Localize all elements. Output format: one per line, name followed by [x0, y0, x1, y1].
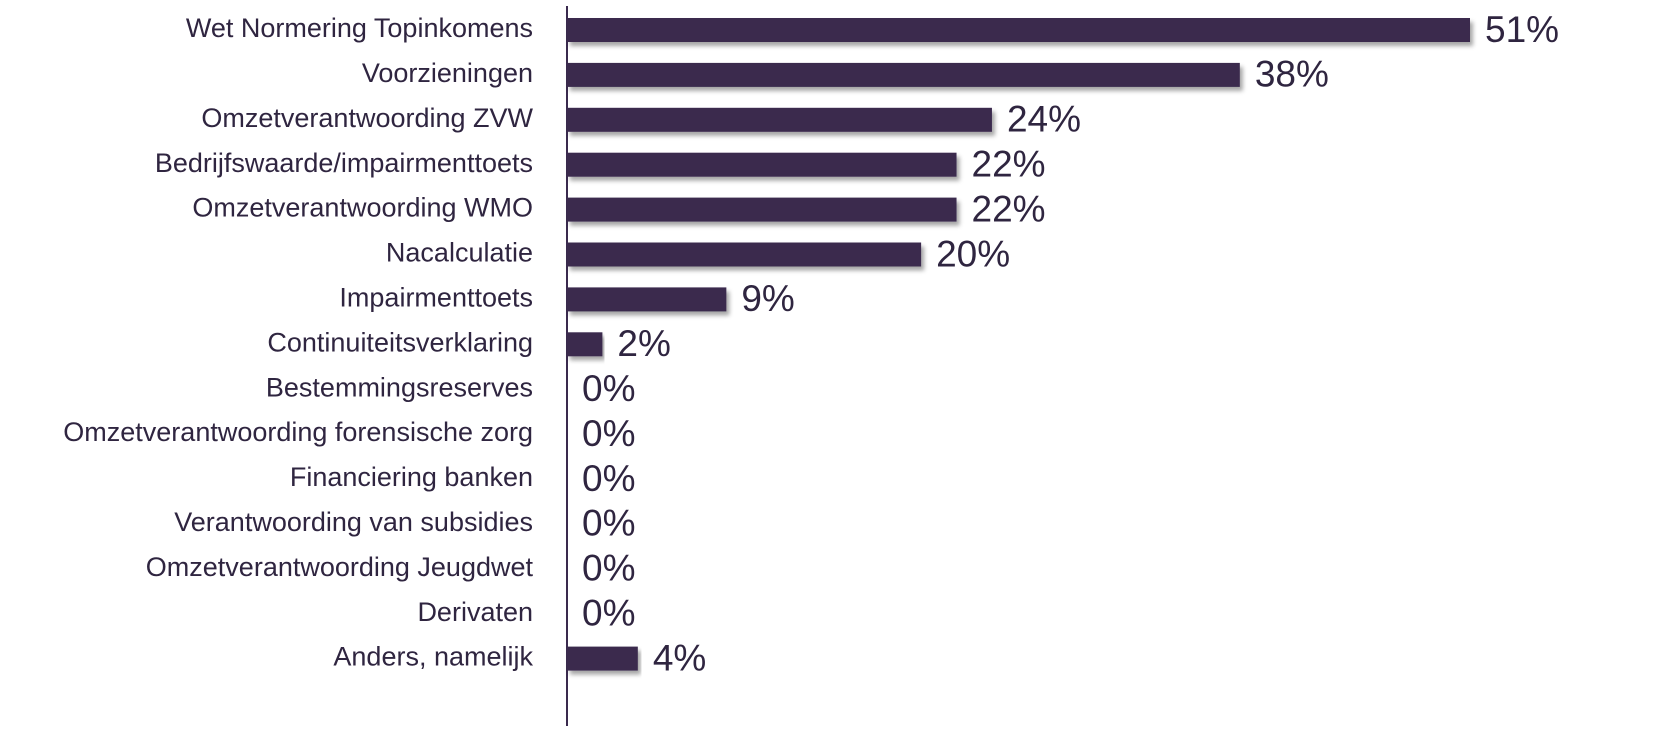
data-label: 0% — [582, 413, 635, 454]
category-label: Derivaten — [417, 597, 533, 627]
bar — [567, 18, 1470, 42]
category-label: Impairmenttoets — [339, 283, 533, 313]
category-label: Omzetverantwoording WMO — [192, 193, 533, 223]
data-label: 0% — [582, 458, 635, 499]
category-label: Voorzieningen — [362, 58, 533, 88]
category-label: Wet Normering Topinkomens — [186, 13, 533, 43]
category-label: Bedrijfswaarde/impairmenttoets — [155, 148, 533, 178]
bar — [567, 287, 727, 312]
bar — [567, 646, 638, 671]
data-label: 38% — [1255, 54, 1329, 95]
data-label: 22% — [972, 143, 1046, 184]
category-label: Omzetverantwoording ZVW — [201, 103, 533, 133]
bar — [567, 107, 992, 132]
category-label: Verantwoording van subsidies — [174, 507, 533, 537]
category-label: Bestemmingsreserves — [266, 372, 533, 402]
category-label: Anders, namelijk — [333, 642, 533, 672]
data-label: 51% — [1485, 9, 1559, 50]
data-label: 4% — [653, 637, 706, 678]
bar — [567, 152, 957, 177]
data-label: 2% — [617, 323, 670, 364]
data-label: 22% — [972, 188, 1046, 229]
data-label: 0% — [582, 548, 635, 589]
data-label: 20% — [936, 233, 1010, 274]
bar — [567, 332, 603, 357]
bar — [567, 62, 1240, 87]
category-label: Nacalculatie — [386, 238, 533, 268]
data-label: 9% — [741, 278, 794, 319]
category-label: Financiering banken — [290, 462, 533, 492]
data-label: 24% — [1007, 99, 1081, 140]
category-label: Omzetverantwoording forensische zorg — [63, 417, 533, 447]
data-label: 0% — [582, 592, 635, 633]
category-label: Continuiteitsverklaring — [267, 327, 533, 357]
category-label: Omzetverantwoording Jeugdwet — [146, 552, 534, 582]
bar — [567, 242, 922, 267]
bar — [567, 197, 957, 222]
data-label: 0% — [582, 503, 635, 544]
data-label: 0% — [582, 368, 635, 409]
